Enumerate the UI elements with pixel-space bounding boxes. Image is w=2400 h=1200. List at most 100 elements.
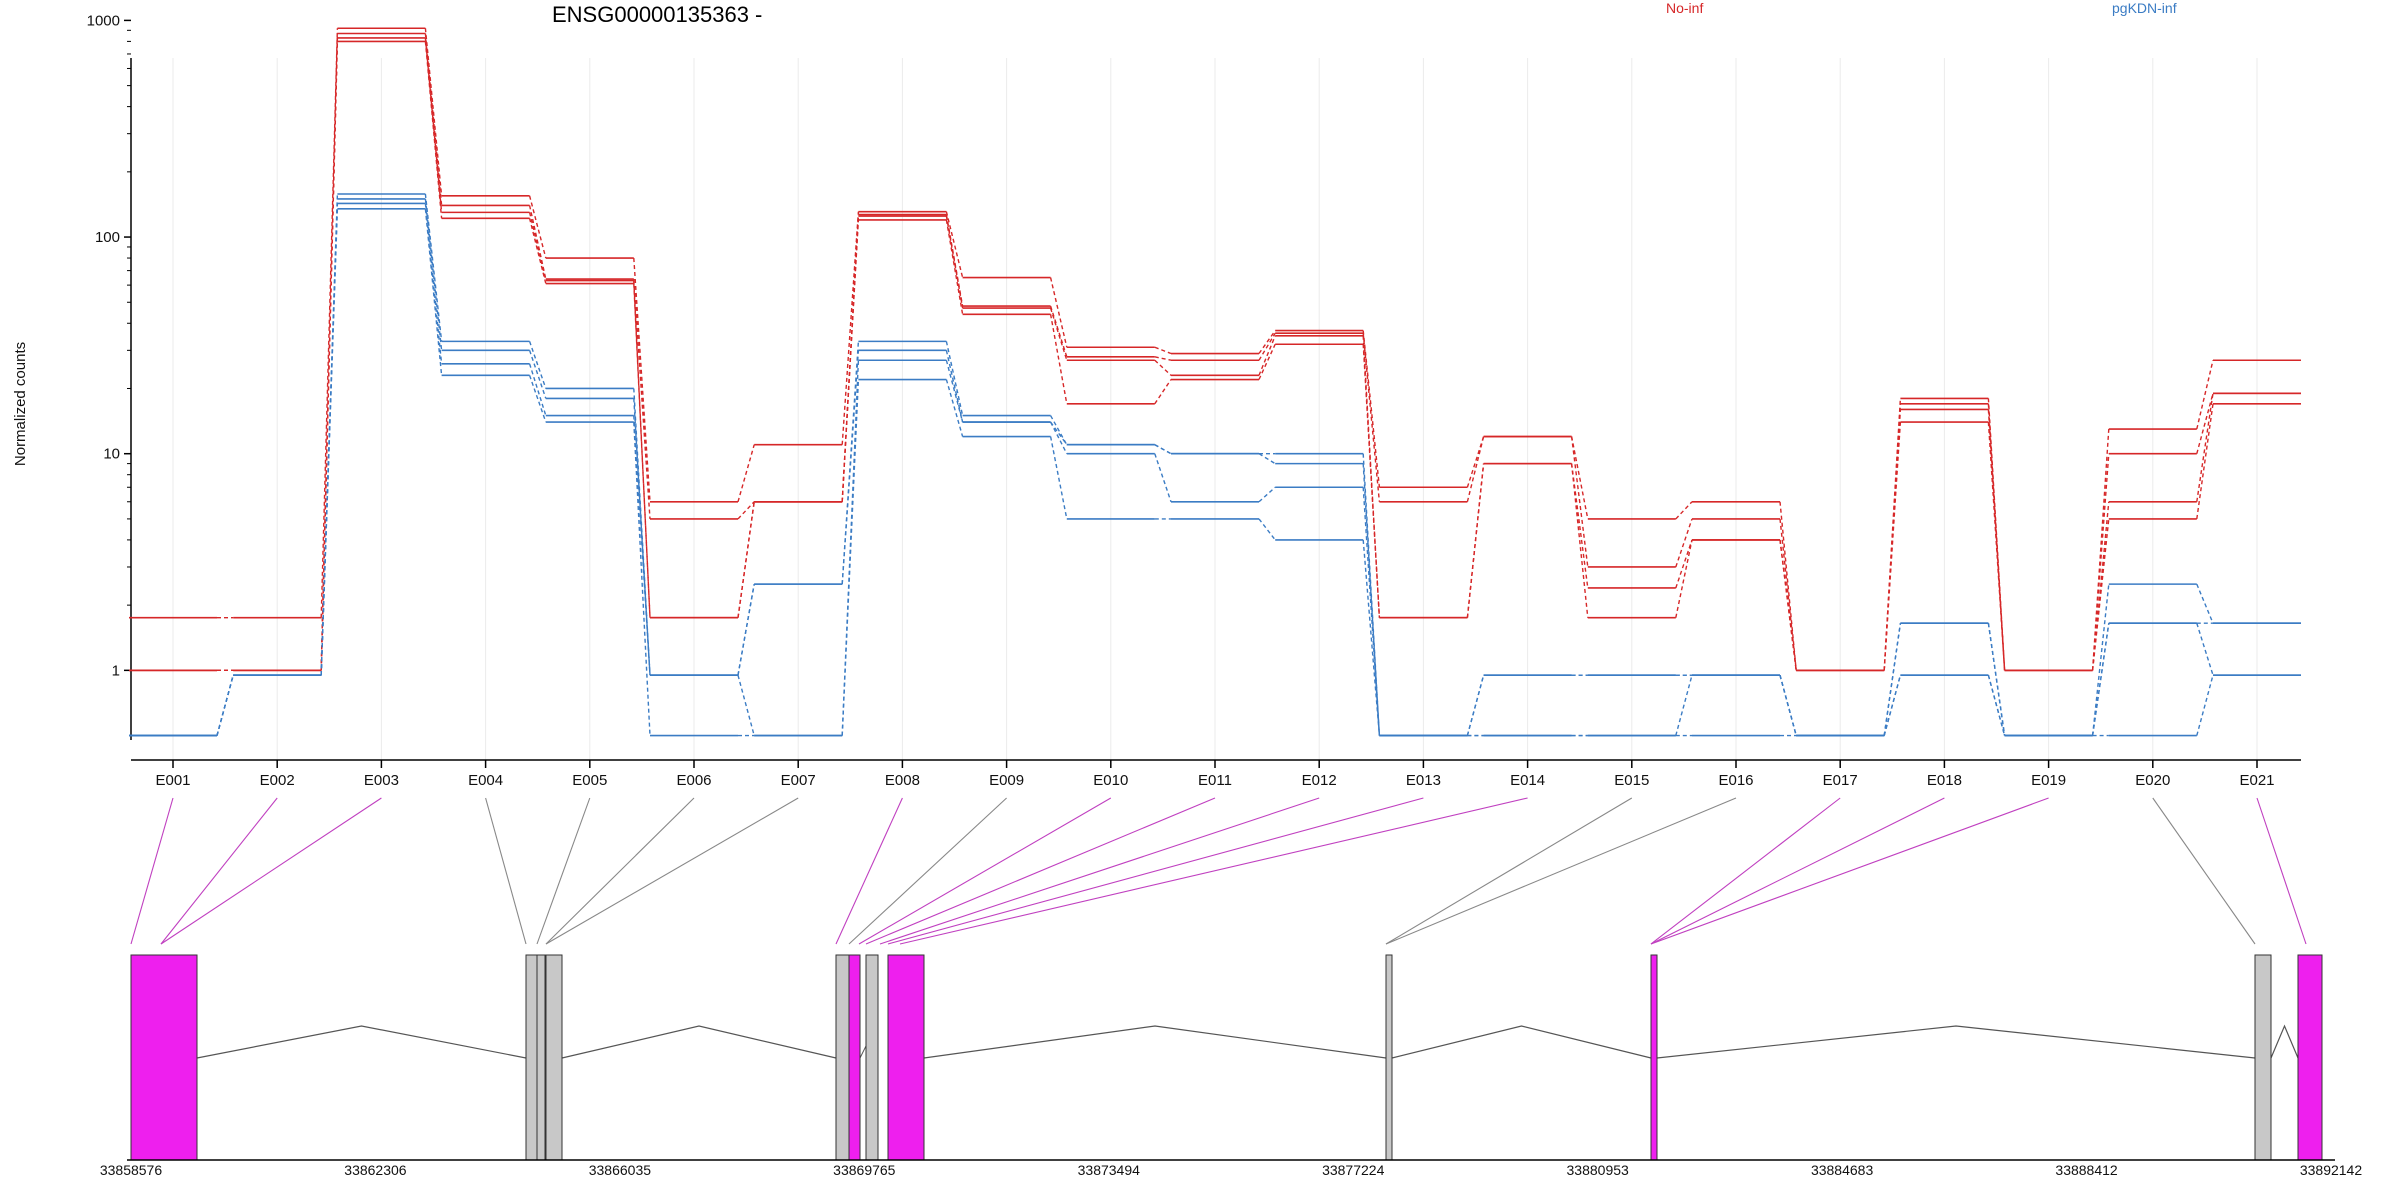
x-tick-label-E001: E001 <box>155 772 190 789</box>
legend-pgkdn-inf: pgKDN-inf <box>2112 0 2177 16</box>
transition-E017 <box>1883 674 1902 736</box>
connector-E012 <box>879 797 1320 945</box>
transition-E005 <box>633 415 651 676</box>
transition-E010 <box>1154 346 1172 355</box>
transition-E003 <box>424 193 443 342</box>
connector-E011 <box>865 797 1216 945</box>
exon-block-E009 <box>865 954 879 1161</box>
exon-block-E018 <box>1650 954 1658 1161</box>
connector-E002 <box>160 797 278 945</box>
transition-E015 <box>1675 501 1693 520</box>
intron-6 <box>2270 1024 2299 1059</box>
transition-E012 <box>1362 344 1381 618</box>
transition-E009 <box>1049 307 1068 361</box>
transition-E016 <box>1779 501 1797 671</box>
transition-E009 <box>1049 314 1068 404</box>
transition-E012 <box>1362 539 1381 736</box>
connector-E015 <box>1385 797 1633 945</box>
connector-E021 <box>2256 797 2307 945</box>
transition-E006 <box>737 501 755 618</box>
connector-E010 <box>858 797 1112 945</box>
genomic-coordinate-label: 33888412 <box>2055 1162 2118 1178</box>
connector-E019 <box>1650 797 2049 945</box>
x-tick-label-E008: E008 <box>885 772 920 789</box>
transition-E020 <box>2196 360 2214 430</box>
transition-E018 <box>1987 674 2006 736</box>
transition-E013 <box>1466 463 1485 618</box>
transition-E005 <box>633 278 651 519</box>
transition-E014 <box>1570 463 1589 618</box>
y-axis-label: Normalized counts <box>12 342 29 466</box>
x-tick-label-E004: E004 <box>468 772 503 789</box>
x-tick-label-E009: E009 <box>989 772 1024 789</box>
transition-E011 <box>1258 343 1276 380</box>
transition-E008 <box>945 350 964 423</box>
transition-E008 <box>945 215 964 309</box>
exon-block-E001 <box>130 954 198 1161</box>
connector-E016 <box>1385 797 1737 945</box>
x-tick-label-E010: E010 <box>1093 772 1128 789</box>
intron-small <box>859 1045 867 1059</box>
transition-E002 <box>320 28 339 618</box>
transition-E013 <box>1466 436 1485 502</box>
transition-E003 <box>424 203 443 364</box>
connector-E014 <box>899 797 1528 945</box>
transition-E015 <box>1675 518 1693 568</box>
transition-E020 <box>2196 403 2214 520</box>
connector-E005 <box>536 797 591 945</box>
transition-E019 <box>2091 584 2110 736</box>
transition-E014 <box>1570 463 1589 589</box>
x-tick-label-E002: E002 <box>260 772 295 789</box>
transition-E004 <box>528 212 547 281</box>
genomic-coordinate-label: 33869765 <box>833 1162 896 1178</box>
intron-1 <box>196 1025 527 1059</box>
series-no-inf-4 <box>129 40 2301 672</box>
transition-E012 <box>1362 335 1381 618</box>
x-tick-label-E005: E005 <box>572 772 607 789</box>
transition-E019 <box>2091 453 2110 671</box>
x-tick-label-E018: E018 <box>1927 772 1962 789</box>
transition-E010 <box>1154 444 1172 455</box>
connector-E006 <box>545 797 695 945</box>
transition-E007 <box>841 211 860 445</box>
transition-E020 <box>2196 583 2214 624</box>
transition-E004 <box>528 363 547 416</box>
transition-E013 <box>1466 674 1485 736</box>
series-pgkdn-inf-4 <box>129 208 2301 737</box>
transition-E020 <box>2196 623 2214 676</box>
transition-E007 <box>841 350 860 585</box>
x-tick-label-E006: E006 <box>676 772 711 789</box>
y-tick-label-100: 100 <box>95 229 120 246</box>
transition-E009 <box>1049 421 1068 455</box>
transition-E004 <box>528 341 547 389</box>
transition-E007 <box>841 219 860 502</box>
transition-E011 <box>1258 518 1276 541</box>
x-tick-label-E012: E012 <box>1302 772 1337 789</box>
transition-E019 <box>2091 518 2110 671</box>
transition-E019 <box>2091 501 2110 671</box>
x-tick-label-E017: E017 <box>1823 772 1858 789</box>
transition-E015 <box>1675 539 1693 589</box>
transition-E004 <box>528 375 547 423</box>
connector-E013 <box>887 797 1424 945</box>
transition-E010 <box>1154 359 1172 376</box>
connector-E003 <box>160 797 382 945</box>
intron-5 <box>1656 1025 2256 1059</box>
transition-E004 <box>528 218 547 284</box>
transition-E004 <box>528 205 547 280</box>
intron-4 <box>1391 1025 1652 1059</box>
transition-E016 <box>1779 539 1797 671</box>
exon-block-E008 <box>848 954 861 1161</box>
transition-E004 <box>528 350 547 399</box>
transition-E012 <box>1362 453 1381 736</box>
transition-E009 <box>1049 415 1068 446</box>
x-tick-label-E020: E020 <box>2135 772 2170 789</box>
transition-E002 <box>320 208 339 676</box>
genomic-coordinate-label: 33884683 <box>1811 1162 1874 1178</box>
plot-series <box>129 27 2301 737</box>
transition-E020 <box>2196 393 2214 502</box>
transition-E011 <box>1258 335 1276 376</box>
transition-E014 <box>1570 436 1589 568</box>
transition-E017 <box>1883 623 1902 736</box>
